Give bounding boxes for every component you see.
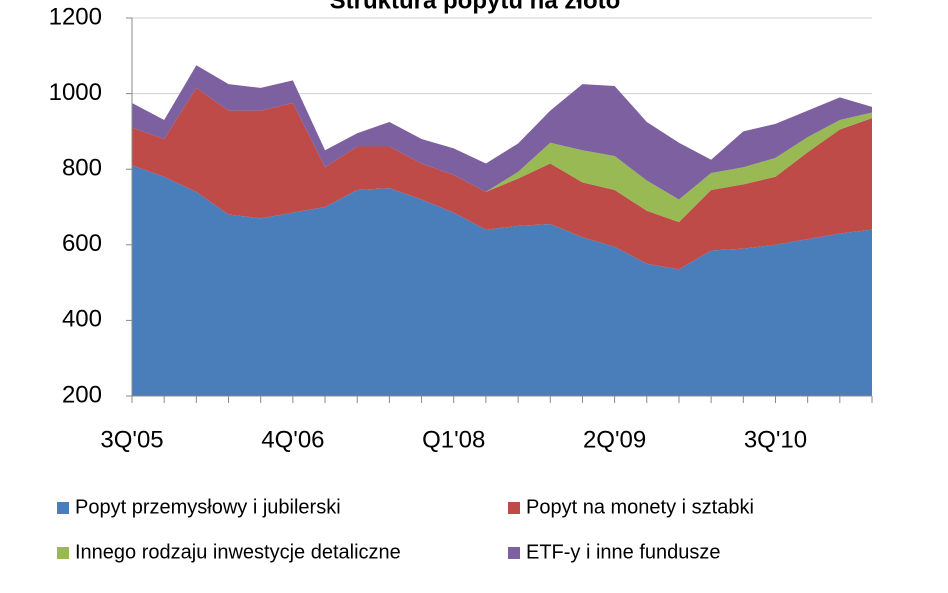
x-tick-label: 3Q'10 [744, 426, 807, 453]
area [132, 65, 872, 200]
legend-swatch [57, 547, 69, 559]
legend-swatch [57, 502, 69, 514]
area [132, 87, 872, 270]
x-tick-label: Q1'08 [422, 426, 485, 453]
y-tick-label: 1200 [49, 3, 102, 30]
legend-label: Popyt na monety i sztabki [526, 496, 754, 518]
y-tick-label: 600 [62, 230, 102, 257]
y-tick-label: 800 [62, 155, 102, 182]
legend-label: Innego rodzaju inwestycje detaliczne [75, 541, 401, 563]
area [132, 165, 872, 396]
x-tick-label: 2Q'09 [583, 426, 646, 453]
legend-label: ETF-y i inne fundusze [526, 541, 721, 563]
legend-label: Popyt przemysłowy i jubilerski [75, 496, 341, 518]
legend-swatch [508, 502, 520, 514]
y-tick-label: 400 [62, 306, 102, 333]
x-tick-label: 4Q'06 [261, 426, 324, 453]
x-tick-label: 3Q'05 [100, 426, 163, 453]
legend-swatch [508, 547, 520, 559]
chart-title: Struktura popytu na złoto [330, 0, 621, 14]
y-tick-label: 200 [62, 381, 102, 408]
y-tick-label: 1000 [49, 79, 102, 106]
